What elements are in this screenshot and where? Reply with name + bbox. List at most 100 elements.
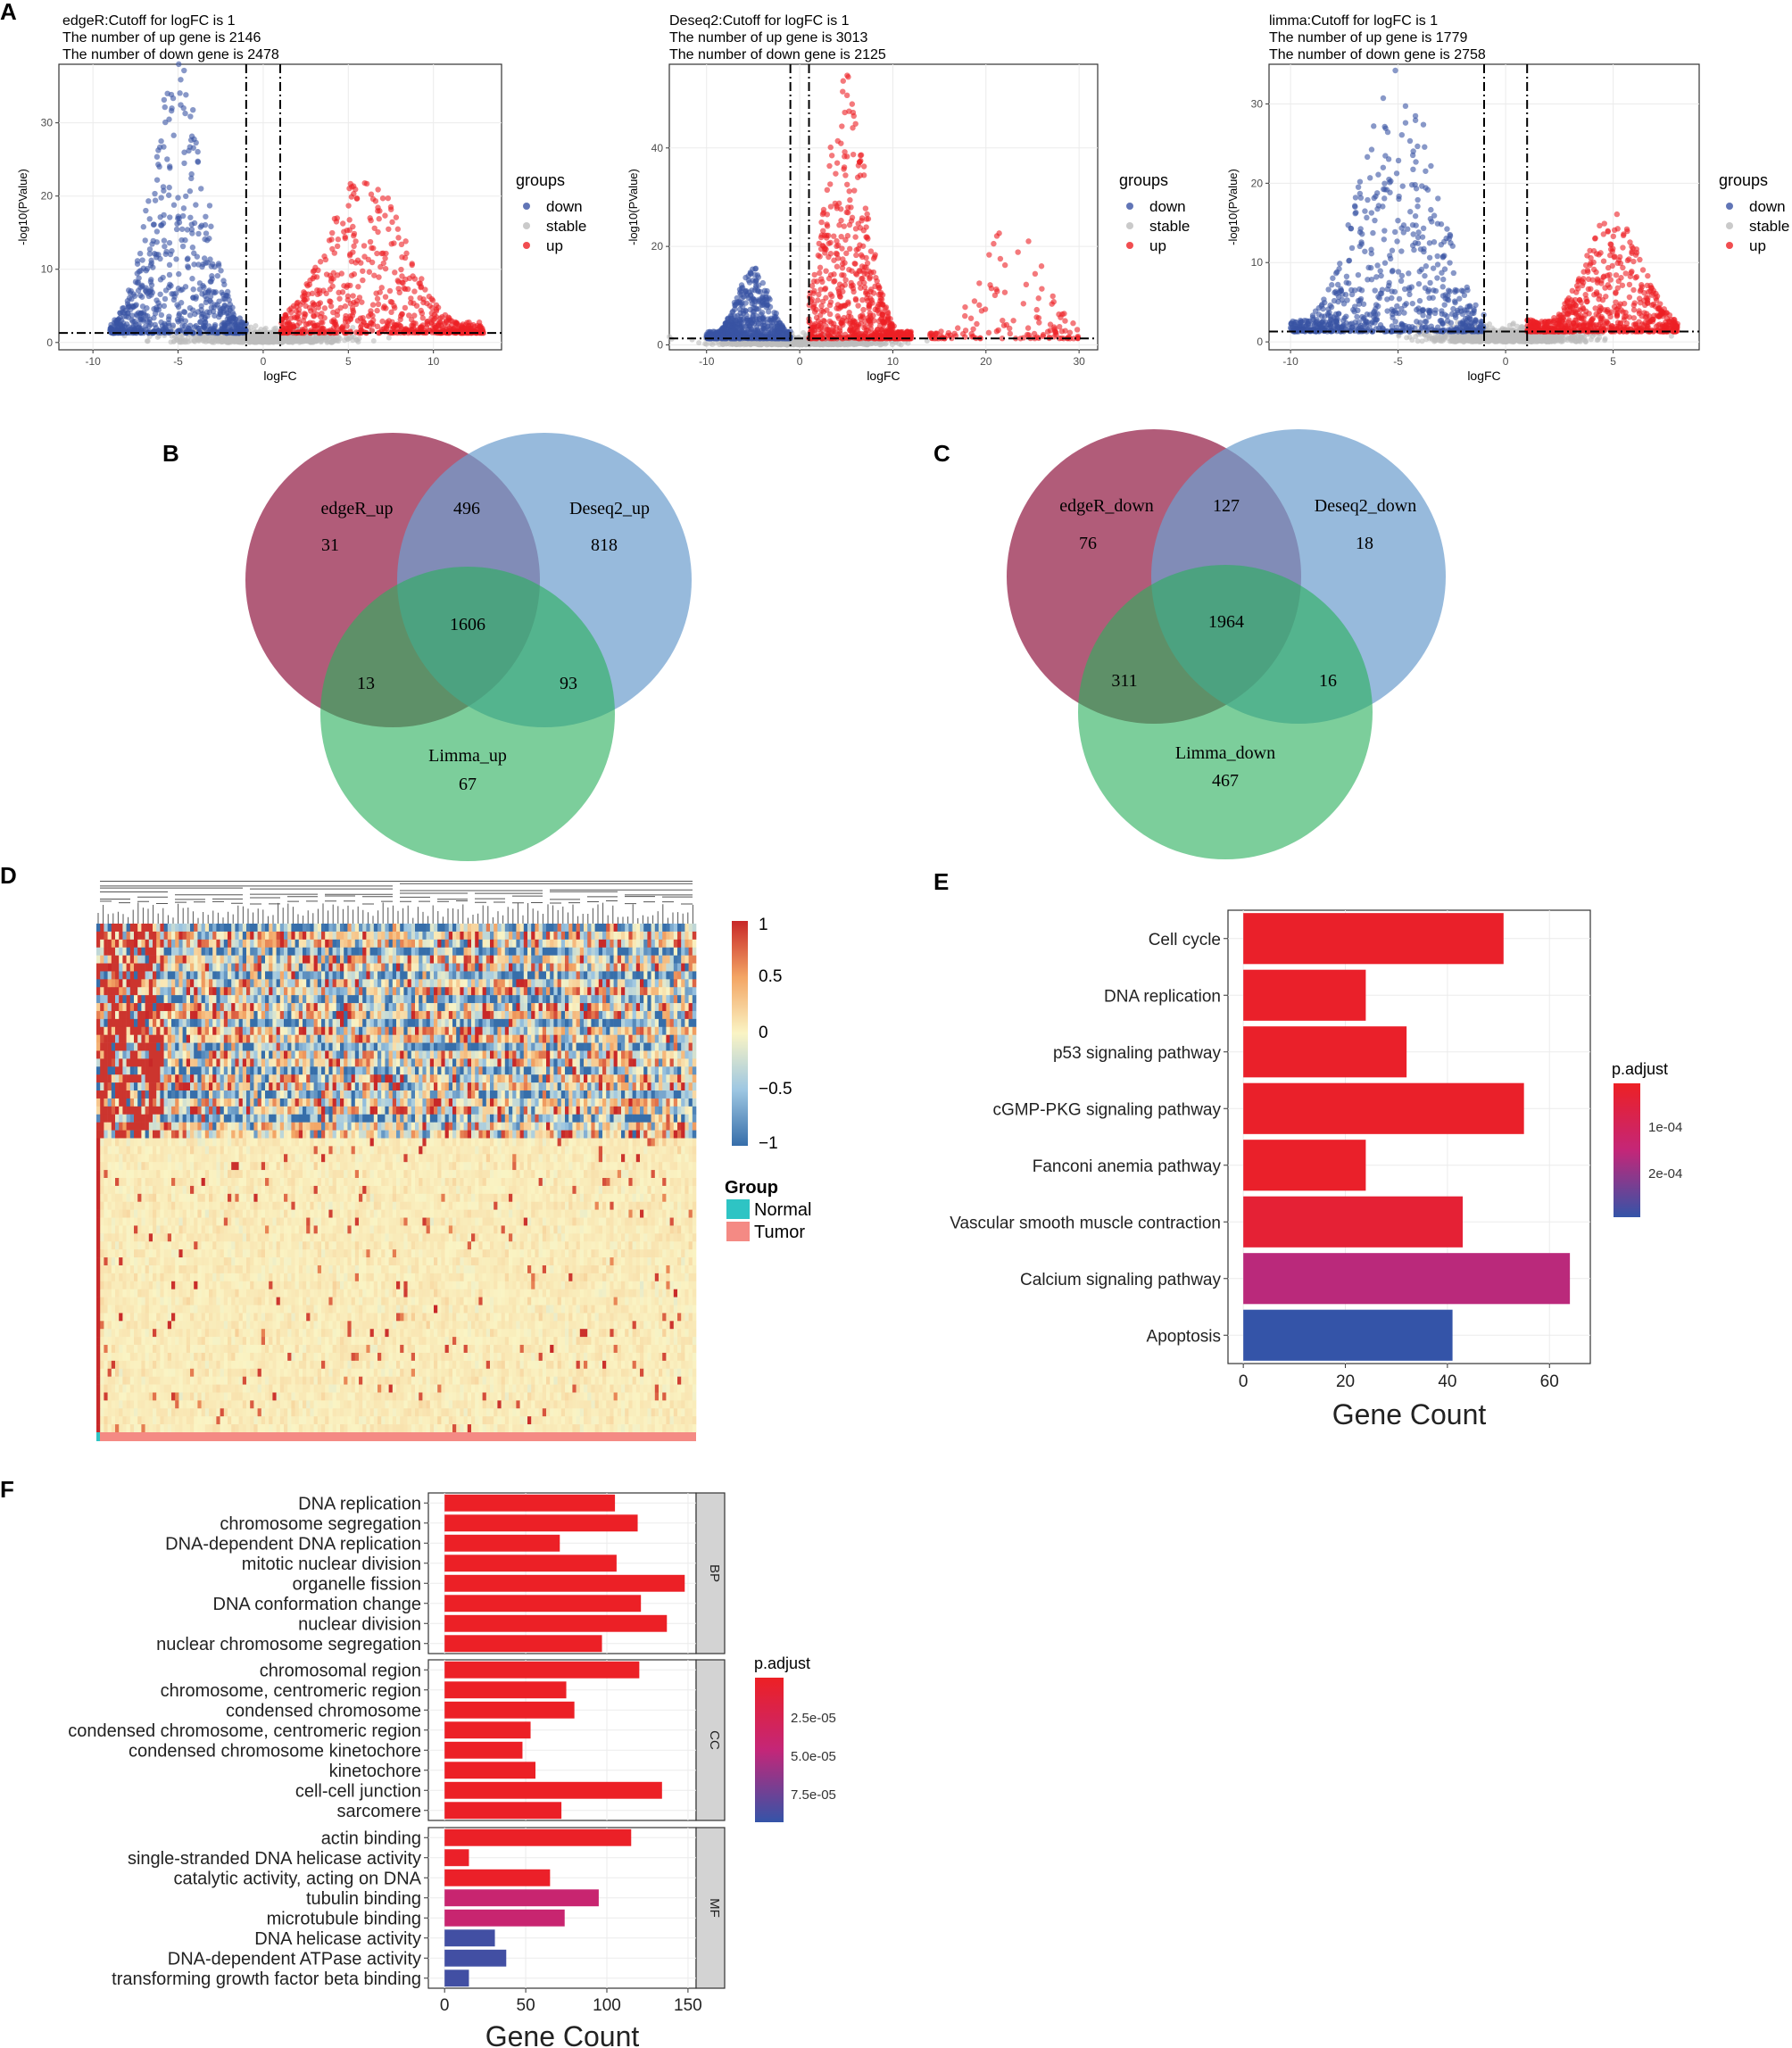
up-point — [293, 314, 300, 321]
down-point — [137, 250, 144, 257]
down-point — [214, 272, 221, 279]
y-tick-label: 0 — [657, 338, 663, 351]
up-point — [411, 300, 417, 307]
up-point — [828, 153, 835, 159]
up-point — [834, 243, 840, 250]
down-point — [183, 193, 189, 200]
up-point — [348, 272, 355, 278]
up-point — [354, 318, 361, 324]
up-point — [311, 268, 318, 274]
down-point — [725, 317, 731, 323]
legend-key — [1126, 242, 1133, 249]
down-point — [206, 203, 213, 209]
up-point — [342, 234, 348, 240]
down-point — [182, 284, 189, 290]
up-point — [386, 287, 394, 294]
stable-point — [183, 337, 189, 344]
up-point — [962, 303, 968, 311]
up-point — [319, 319, 326, 326]
up-point — [811, 322, 817, 328]
up-point — [305, 320, 311, 328]
up-point — [848, 279, 854, 286]
up-point — [376, 216, 382, 222]
down-point — [764, 296, 770, 303]
up-point — [306, 304, 313, 311]
up-point — [354, 257, 361, 263]
up-point — [887, 322, 893, 329]
down-point — [191, 250, 197, 256]
down-point — [175, 319, 181, 325]
stable-point — [351, 334, 357, 340]
up-point — [840, 88, 846, 95]
stable-point — [873, 340, 879, 346]
up-point — [810, 290, 817, 296]
down-point — [166, 271, 173, 278]
stable-point — [329, 339, 336, 345]
up-point — [986, 252, 992, 258]
up-point — [870, 290, 877, 296]
down-point — [178, 226, 186, 232]
down-point — [198, 303, 204, 310]
up-point — [831, 233, 837, 239]
up-point — [383, 250, 389, 257]
x-tick-label: 10 — [887, 355, 900, 368]
up-point — [375, 228, 381, 236]
up-point — [836, 281, 843, 287]
up-point — [854, 328, 861, 334]
panel-label-c: C — [933, 440, 950, 467]
stable-point — [889, 342, 895, 348]
stable-point — [815, 341, 821, 347]
up-point — [1033, 314, 1040, 320]
up-point — [847, 319, 853, 325]
up-point — [856, 268, 863, 274]
up-point — [338, 270, 344, 277]
down-point — [181, 149, 187, 155]
down-point — [776, 330, 784, 336]
legend-title: groups — [516, 171, 565, 189]
up-point — [850, 112, 857, 120]
up-point — [369, 302, 377, 308]
up-point — [1049, 301, 1055, 307]
legend-label: stable — [1149, 218, 1190, 235]
down-point — [162, 104, 168, 111]
down-point — [218, 268, 224, 274]
up-point — [301, 289, 307, 295]
volcano-title-line: The number of down gene is 2125 — [669, 47, 886, 62]
up-point — [344, 293, 352, 300]
down-point — [176, 270, 182, 278]
up-point — [863, 288, 869, 295]
stable-point — [272, 337, 278, 344]
up-point — [851, 187, 858, 194]
up-point — [844, 181, 850, 187]
up-point — [1025, 238, 1032, 245]
down-point — [202, 293, 209, 300]
down-point — [747, 269, 754, 276]
up-point — [845, 204, 851, 211]
legend-key — [1126, 203, 1133, 210]
up-point — [1015, 249, 1021, 255]
down-point — [195, 309, 202, 315]
up-point — [976, 302, 983, 309]
volcano-title-line: Deseq2:Cutoff for logFC is 1 — [669, 13, 850, 29]
up-point — [1010, 318, 1016, 324]
up-point — [408, 317, 415, 323]
up-point — [858, 285, 864, 291]
up-point — [426, 294, 433, 300]
down-point — [191, 136, 197, 143]
up-point — [836, 293, 843, 300]
down-point — [155, 147, 162, 153]
up-point — [1033, 306, 1040, 313]
up-point — [345, 203, 352, 209]
down-point — [221, 302, 228, 309]
down-point — [149, 241, 155, 247]
up-point — [867, 326, 875, 332]
up-point — [1070, 320, 1076, 327]
down-point — [187, 304, 194, 311]
up-point — [849, 101, 856, 107]
up-point — [367, 238, 374, 245]
down-point — [153, 228, 161, 235]
up-point — [353, 195, 361, 202]
stable-point — [905, 340, 911, 346]
stable-point — [844, 341, 850, 347]
